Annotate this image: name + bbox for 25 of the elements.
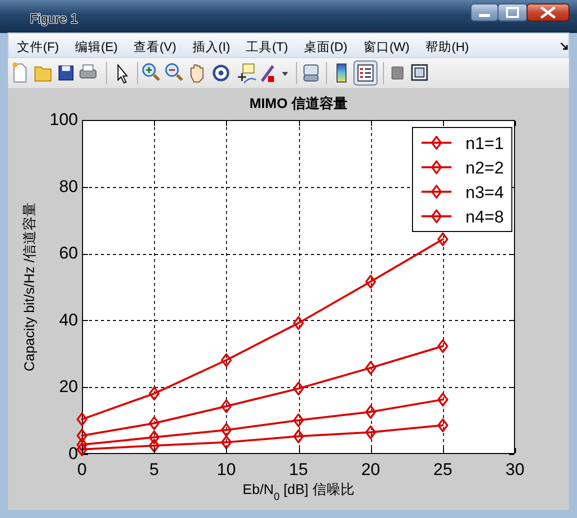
title: MIMO 信道容量	[250, 95, 348, 111]
menu-item: 插入(I)	[192, 40, 230, 54]
xlabel: Eb/N$_{0}$ [dB] 信噪比	[242, 481, 354, 503]
y-tick-label: 40	[59, 310, 78, 330]
menu-item: 查看(V)	[134, 40, 176, 54]
menu-item: 文件(F)	[17, 40, 59, 54]
x-tick-label: 10	[216, 460, 236, 479]
x-tick-label: 5	[149, 460, 159, 479]
y-tick-label: 100	[50, 110, 78, 129]
x-tick-label: 15	[289, 460, 308, 479]
menu-item: 帮助(H)	[426, 40, 469, 54]
menu-item: 桌面(D)	[304, 40, 348, 54]
menu-item: 编辑(E)	[74, 40, 118, 54]
menu-item: 工具(T)	[246, 40, 288, 54]
x-tick-label: 20	[361, 460, 380, 479]
ylabel: Capacity bit/s/Hz /信道容量	[21, 202, 37, 372]
x-tick-label: 25	[433, 460, 452, 479]
y-tick-label: 60	[59, 244, 78, 263]
x-tick-label: 0	[77, 460, 87, 479]
window-title: Figure 1	[30, 11, 78, 26]
y-tick-label: 20	[59, 377, 78, 396]
y-tick-label: 80	[59, 176, 78, 196]
y-tick-label: 0	[68, 444, 78, 463]
menu-item: 窗口(W)	[363, 40, 410, 54]
x-tick-label: 30	[506, 460, 524, 479]
